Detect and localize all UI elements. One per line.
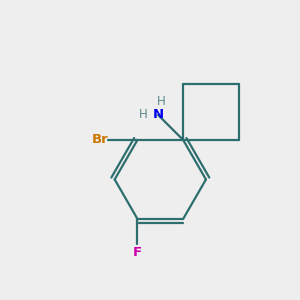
Text: H: H xyxy=(157,95,166,108)
Text: N: N xyxy=(153,108,164,122)
Text: F: F xyxy=(133,246,142,259)
Text: H: H xyxy=(139,108,147,122)
Text: Br: Br xyxy=(92,134,108,146)
